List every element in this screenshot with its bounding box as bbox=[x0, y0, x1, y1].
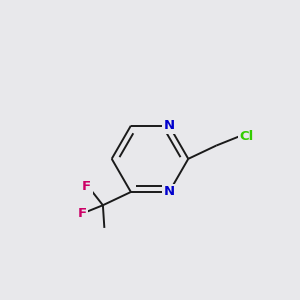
Text: N: N bbox=[164, 119, 175, 132]
Text: F: F bbox=[78, 207, 87, 220]
Text: N: N bbox=[164, 185, 175, 199]
Text: Cl: Cl bbox=[240, 130, 254, 143]
Text: F: F bbox=[82, 180, 91, 193]
